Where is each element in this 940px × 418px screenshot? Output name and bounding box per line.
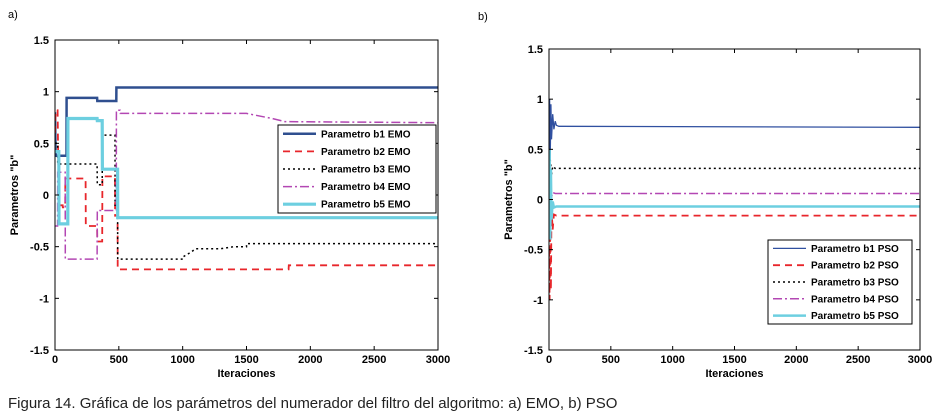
- figure-caption: Figura 14. Gráfica de los parámetros del…: [8, 395, 618, 412]
- x-tick-label: 2500: [362, 354, 386, 366]
- legend: Parametro b1 PSO Parametro b2 PSO Parametr…: [767, 239, 913, 325]
- x-tick-label: 2500: [846, 354, 870, 366]
- legend-label-b4: Parametro b4 EMO: [321, 182, 411, 193]
- y-axis-label: Parametros "b": [503, 159, 515, 240]
- panel-label: a): [8, 9, 18, 21]
- y-tick-label: -0.5: [524, 245, 543, 257]
- y-tick-label: -0.5: [30, 242, 49, 254]
- legend-label-b5: Parametro b5 PSO: [811, 311, 899, 322]
- legend-box: [767, 239, 913, 325]
- legend-label-b1: Parametro b1 PSO: [811, 244, 899, 255]
- x-tick-label: 1000: [660, 354, 684, 366]
- x-axis-label: Iteraciones: [217, 368, 275, 380]
- x-tick-label: 2000: [298, 354, 322, 366]
- y-tick-label: -1: [533, 295, 543, 307]
- x-tick-label: 0: [52, 354, 58, 366]
- legend-label-b2: Parametro b2 EMO: [321, 147, 411, 158]
- legend-label-b3: Parametro b3 EMO: [321, 165, 411, 176]
- y-tick-label: 0: [43, 190, 49, 202]
- y-tick-label: 0.5: [528, 144, 543, 156]
- legend: Parametro b1 EMO Parametro b2 EMO Parametr…: [277, 124, 437, 214]
- x-tick-label: 2000: [784, 354, 808, 366]
- series-line-b3: [549, 159, 920, 180]
- y-tick-label: -1.5: [30, 345, 49, 357]
- y-tick-label: -1.5: [524, 345, 543, 357]
- x-tick-label: 3000: [426, 354, 450, 366]
- y-tick-label: 1: [537, 94, 543, 106]
- panel-label: b): [478, 11, 488, 23]
- series-line-b5: [549, 149, 920, 240]
- legend-label-b3: Parametro b3 PSO: [811, 278, 899, 289]
- x-tick-label: 500: [602, 354, 620, 366]
- legend-label-b4: Parametro b4 PSO: [811, 294, 899, 305]
- series-line-b5: [55, 116, 438, 226]
- legend-label-b2: Parametro b2 PSO: [811, 261, 899, 272]
- series-line-b4: [549, 179, 920, 198]
- y-tick-label: 1.5: [34, 35, 49, 47]
- x-tick-label: 500: [110, 354, 128, 366]
- chart-pso: b) 0 500 1000 1500 2000 2500 3000 -1.5 -1 -0.5 0 0.5…: [478, 11, 932, 380]
- y-tick-label: 1.5: [528, 44, 543, 56]
- y-axis-label: Parametros "b": [9, 155, 21, 236]
- legend-label-b1: Parametro b1 EMO: [321, 129, 411, 140]
- series-line-b1: [55, 86, 438, 157]
- y-tick-label: 1: [43, 87, 49, 99]
- x-tick-label: 1000: [170, 354, 194, 366]
- series-line-b3: [55, 134, 438, 260]
- series-line-b1: [549, 99, 920, 170]
- y-tick-label: 0: [537, 195, 543, 207]
- x-tick-label: 3000: [908, 354, 932, 366]
- x-tick-label: 1500: [722, 354, 746, 366]
- y-tick-label: -1: [39, 293, 49, 305]
- x-tick-label: 0: [546, 354, 552, 366]
- y-tick-label: 0.5: [34, 138, 49, 150]
- legend-label-b5: Parametro b5 EMO: [321, 200, 411, 211]
- x-tick-label: 1500: [234, 354, 258, 366]
- chart-emo: a) 0 500 1000 1500 2000 2500 3000 -1.5 -1 -0.5 0 0.5…: [8, 9, 450, 380]
- x-axis-label: Iteraciones: [705, 368, 763, 380]
